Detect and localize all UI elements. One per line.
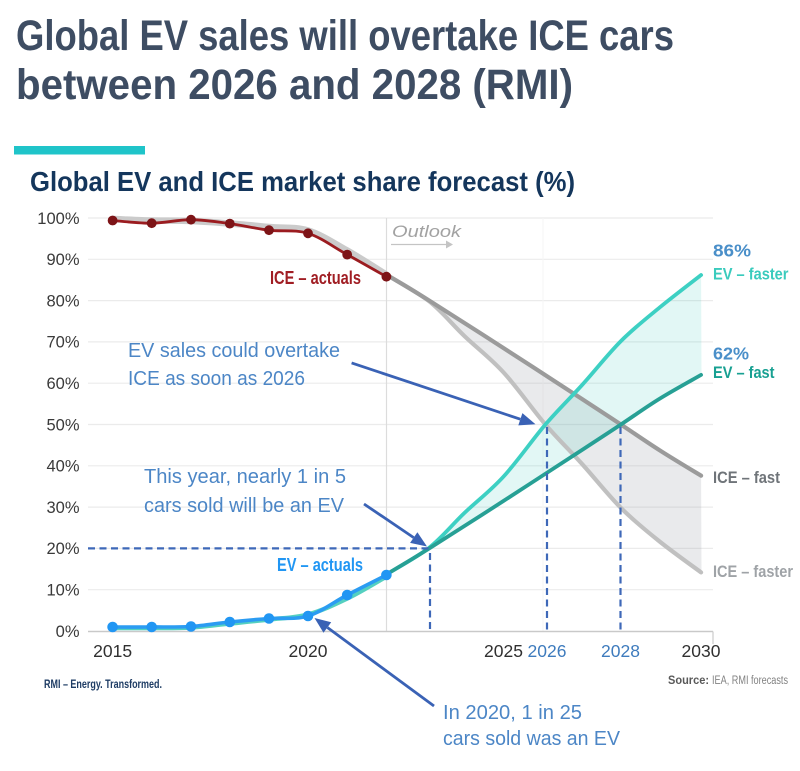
svg-text:cars sold will be an EV: cars sold will be an EV	[144, 494, 344, 517]
svg-text:This year, nearly 1 in 5: This year, nearly 1 in 5	[144, 465, 346, 488]
svg-text:62%: 62%	[713, 344, 749, 364]
svg-text:ICE – fast: ICE – fast	[713, 468, 780, 487]
svg-text:2026: 2026	[528, 641, 567, 661]
svg-text:90%: 90%	[46, 251, 79, 269]
svg-text:100%: 100%	[37, 210, 80, 228]
svg-text:70%: 70%	[46, 334, 79, 352]
svg-text:2030: 2030	[682, 641, 721, 661]
svg-text:20%: 20%	[46, 540, 79, 558]
svg-text:Outlook: Outlook	[392, 222, 463, 241]
svg-text:ICE as soon as 2026: ICE as soon as 2026	[128, 367, 305, 390]
svg-text:EV sales could overtake: EV sales could overtake	[128, 339, 340, 362]
svg-text:IEA, RMI forecasts: IEA, RMI forecasts	[712, 675, 788, 687]
svg-text:Source:: Source:	[668, 675, 709, 687]
svg-text:EV – faster: EV – faster	[713, 265, 789, 284]
svg-text:0%: 0%	[56, 623, 80, 641]
svg-text:2028: 2028	[601, 641, 640, 661]
svg-text:between 2026 and 2028 (RMI): between 2026 and 2028 (RMI)	[16, 61, 573, 109]
svg-text:2025: 2025	[484, 641, 523, 661]
svg-text:2015: 2015	[93, 641, 132, 661]
svg-text:40%: 40%	[46, 458, 79, 476]
svg-text:60%: 60%	[46, 375, 79, 393]
svg-text:cars sold was an EV: cars sold was an EV	[443, 727, 620, 750]
svg-text:80%: 80%	[46, 292, 79, 310]
svg-text:30%: 30%	[46, 499, 79, 517]
svg-text:ICE – faster: ICE – faster	[713, 562, 793, 581]
svg-text:50%: 50%	[46, 416, 79, 434]
svg-text:RMI – Energy. Transformed.: RMI – Energy. Transformed.	[44, 679, 162, 691]
svg-text:Global EV and ICE market share: Global EV and ICE market share forecast …	[30, 166, 575, 197]
svg-text:EV – actuals: EV – actuals	[277, 554, 363, 575]
svg-text:2020: 2020	[289, 641, 328, 661]
svg-text:EV – fast: EV – fast	[713, 363, 775, 382]
svg-text:ICE – actuals: ICE – actuals	[270, 267, 361, 288]
svg-text:86%: 86%	[713, 241, 751, 261]
svg-text:10%: 10%	[46, 582, 79, 600]
svg-text:Global EV sales will overtake: Global EV sales will overtake ICE cars	[16, 12, 674, 60]
svg-text:In 2020, 1 in 25: In 2020, 1 in 25	[443, 701, 582, 724]
